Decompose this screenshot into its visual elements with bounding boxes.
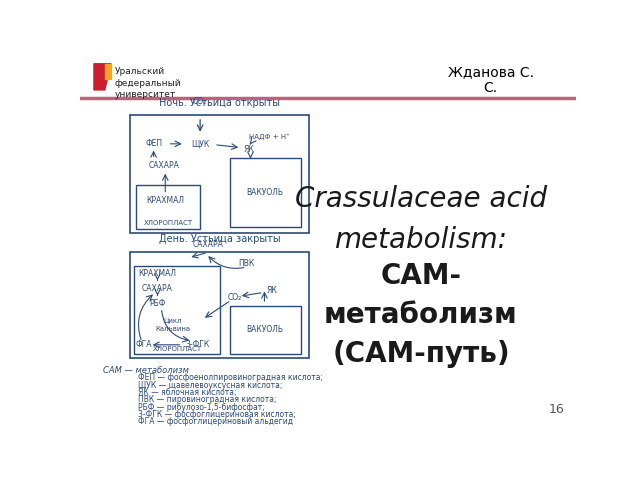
Text: САХАРА: САХАРА: [142, 284, 173, 293]
Text: ЩУК — щавелевоуксусная кислота;: ЩУК — щавелевоуксусная кислота;: [138, 381, 282, 390]
Bar: [136, 185, 200, 228]
Text: ФГА — фосфоглицериновый альдегид: ФГА — фосфоглицериновый альдегид: [138, 417, 293, 426]
Text: 16: 16: [548, 403, 564, 416]
Text: ФЕП: ФЕП: [145, 139, 162, 148]
Text: ЯК: ЯК: [267, 286, 278, 295]
Text: Уральский
федеральный
университет: Уральский федеральный университет: [115, 67, 182, 99]
Text: Ночь. Устьица открыты: Ночь. Устьица открыты: [159, 97, 280, 108]
Text: КРАХМАЛ: КРАХМАЛ: [138, 269, 177, 278]
Text: ЯК: ЯК: [244, 145, 254, 155]
Text: СО₂: СО₂: [193, 97, 207, 106]
Text: День. Устьица закрыты: День. Устьица закрыты: [159, 234, 280, 244]
Text: ФГА: ФГА: [135, 340, 152, 349]
Text: Кальвина: Кальвина: [156, 326, 191, 333]
Text: КРАХМАЛ: КРАХМАЛ: [147, 195, 184, 204]
Text: ВАКУОЛЬ: ВАКУОЛЬ: [247, 188, 284, 197]
Bar: [230, 306, 301, 354]
Text: НАДФ + Н⁺: НАДФ + Н⁺: [249, 133, 290, 140]
Text: ПВК: ПВК: [239, 260, 255, 268]
Polygon shape: [94, 64, 111, 90]
Text: СО₂: СО₂: [228, 293, 242, 302]
Text: Crassulaceae acid
metabolism:: Crassulaceae acid metabolism:: [295, 185, 547, 254]
Bar: [134, 265, 220, 354]
Text: Жданова С.
С.: Жданова С. С.: [448, 65, 534, 96]
Text: ЯК — яблочная кислота;: ЯК — яблочная кислота;: [138, 388, 237, 397]
Text: ЩУК: ЩУК: [191, 139, 209, 148]
Polygon shape: [105, 64, 111, 79]
Text: САХАРА: САХАРА: [193, 240, 223, 249]
Text: САМ — метаболизм: САМ — метаболизм: [103, 366, 189, 374]
Bar: [131, 252, 308, 358]
Text: 3-ФГК — фосфоглицериновая кислота;: 3-ФГК — фосфоглицериновая кислота;: [138, 410, 296, 419]
Text: РБФ: РБФ: [149, 300, 166, 309]
Text: ПВК — пировиноградная кислота;: ПВК — пировиноградная кислота;: [138, 395, 276, 404]
Text: РБФ — рибулозо-1,5-бифосфат;: РБФ — рибулозо-1,5-бифосфат;: [138, 403, 265, 411]
Text: САХАРА: САХАРА: [148, 161, 179, 170]
Text: ХЛОРОПЛАСТ: ХЛОРОПЛАСТ: [152, 346, 202, 352]
Text: САМ-
метаболизм
(САМ-путь): САМ- метаболизм (САМ-путь): [324, 262, 518, 368]
Text: ФЕП — фосфоенолпировиноградная кислота;: ФЕП — фосфоенолпировиноградная кислота;: [138, 373, 323, 382]
Text: ВАКУОЛЬ: ВАКУОЛЬ: [247, 325, 284, 334]
Text: ХЛОРОПЛАСТ: ХЛОРОПЛАСТ: [143, 220, 193, 226]
Bar: [230, 158, 301, 227]
Text: 3-ФГК: 3-ФГК: [186, 340, 210, 349]
Text: Цикл: Цикл: [164, 318, 182, 324]
Bar: [131, 115, 308, 233]
